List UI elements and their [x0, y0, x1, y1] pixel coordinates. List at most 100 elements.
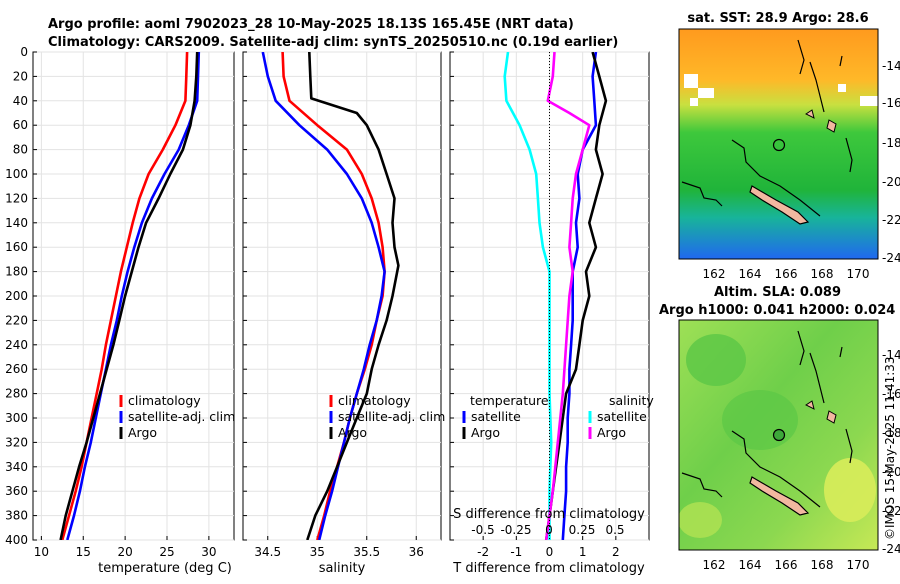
series-line-s-argo: [544, 52, 591, 540]
lon-tick: 168: [811, 558, 834, 572]
sst-map-title: sat. SST: 28.9 Argo: 28.6: [687, 11, 868, 26]
x-tick-label: 34.5: [254, 545, 281, 559]
figure-title-line1: Argo profile: aoml 7902023_28 10-May-202…: [48, 17, 574, 32]
lat-tick: -16: [882, 96, 900, 110]
difference-legend: temperature satellite Argo salinity sate…: [462, 393, 654, 440]
lon-tick: 164: [739, 558, 762, 572]
lon-tick: 162: [703, 558, 726, 572]
legend-label: satellite-adj. clim: [338, 409, 445, 424]
x-tick-label: 10: [34, 545, 49, 559]
series-line-argo: [59, 52, 199, 540]
legend-label: Argo: [471, 425, 500, 440]
reef-contour: [797, 330, 853, 464]
lat-tick: -14: [882, 348, 900, 362]
lon-tick: 166: [775, 267, 798, 281]
lat-tick: -24: [882, 251, 900, 265]
temperature-legend: climatology satellite-adj. clim Argo: [119, 393, 235, 440]
argo-location-marker: [772, 138, 786, 152]
sst-field: [679, 29, 878, 259]
lon-tick: 166: [775, 558, 798, 572]
cloud-mask: [860, 96, 878, 106]
x-tick-label: 30: [201, 545, 216, 559]
imos-credit: ©IMOS 15-May-2025 11:41:33: [883, 356, 897, 540]
salinity-legend: climatology satellite-adj. clim Argo: [329, 393, 445, 440]
x-tick-label: 35.5: [353, 545, 380, 559]
cloud-mask: [838, 84, 846, 92]
lat-tick: -20: [882, 175, 900, 189]
series-line-s-satellite: [503, 52, 553, 540]
x-tick-label: 15: [76, 545, 91, 559]
lat-tick: -20: [882, 465, 900, 479]
sst-map-frame: [678, 28, 879, 260]
series-line-satellite-adj-clim: [66, 52, 201, 540]
temperature-grid: 10 15 20 25 30: [33, 51, 234, 559]
legend-label: Argo: [128, 425, 157, 440]
depth-tick-label: 120: [5, 191, 28, 205]
lat-tick: -18: [882, 426, 900, 440]
s-diff-tick: -0.25: [500, 523, 531, 537]
lat-tick: -22: [882, 504, 900, 518]
sla-low-patch: [722, 390, 798, 450]
depth-tick-label: 220: [5, 313, 28, 327]
reef-contour: [731, 139, 821, 217]
legend-label: climatology: [338, 393, 411, 408]
sla-map: [679, 320, 878, 550]
sla-map-frame: [678, 319, 879, 551]
depth-axis: 0 20 40 60 80 100 120 140 160 180 200 220 240 260 280 3…: [5, 45, 28, 547]
legend-label: satellite: [597, 409, 647, 424]
series-line-t-satellite: [561, 52, 598, 540]
lon-tick: 164: [739, 267, 762, 281]
depth-tick-label: 240: [5, 338, 28, 352]
lon-tick: 162: [703, 267, 726, 281]
sla-low-patch: [686, 334, 746, 386]
figure-title-line2: Climatology: CARS2009. Satellite-adj cli…: [48, 35, 618, 50]
x-tick-label: 1: [579, 545, 587, 559]
x-tick-label: 36: [409, 545, 424, 559]
depth-tick-label: 340: [5, 460, 28, 474]
depth-tick-label: 80: [13, 143, 28, 157]
sla-high-patch: [824, 458, 876, 522]
cloud-mask: [684, 74, 698, 88]
reef-contour: [681, 472, 723, 498]
depth-tick-label: 300: [5, 411, 28, 425]
s-difference-ticks: -0.5 -0.25 0 0.25 0.5: [471, 523, 624, 537]
x-tick-label: 2: [612, 545, 620, 559]
sla-map-title-line1: Altim. SLA: 0.089: [714, 285, 841, 300]
x-tick-label: -1: [510, 545, 522, 559]
new-caledonia-island: [749, 476, 810, 516]
sla-lat-ticks: -14 -16 -18 -20 -22 -24: [882, 348, 900, 556]
difference-series: [503, 52, 608, 540]
lon-tick: 170: [847, 558, 870, 572]
temperature-xlabel: temperature (deg C): [98, 561, 232, 576]
s-diff-tick: -0.5: [471, 523, 494, 537]
lat-tick: -24: [882, 542, 900, 556]
lon-tick: 170: [847, 267, 870, 281]
lat-tick: -14: [882, 59, 900, 73]
sla-high-patch: [679, 502, 722, 538]
reef-contour: [681, 181, 723, 207]
cloud-mask: [690, 98, 698, 106]
depth-tick-label: 380: [5, 509, 28, 523]
salinity-series: [261, 52, 400, 540]
legend-salinity-title: salinity: [609, 393, 654, 408]
x-tick-label: -2: [477, 545, 489, 559]
argo-location-marker: [772, 428, 786, 442]
depth-tick-label: 260: [5, 362, 28, 376]
s-diff-tick: 0.25: [569, 523, 596, 537]
x-tick-label: 25: [159, 545, 174, 559]
depth-tick-label: 60: [13, 118, 28, 132]
depth-tick-label: 320: [5, 435, 28, 449]
depth-tick-label: 200: [5, 289, 28, 303]
legend-label: satellite: [471, 409, 521, 424]
lat-tick: -18: [882, 136, 900, 150]
island: [805, 109, 815, 119]
difference-xlabel: T difference from climatology: [452, 561, 645, 576]
s-diff-tick: 0: [545, 523, 553, 537]
legend-label: satellite-adj. clim: [128, 409, 235, 424]
sla-lon-ticks: 162 164 166 168 170: [703, 558, 870, 572]
depth-tick-label: 160: [5, 240, 28, 254]
sla-map-title-line2: Argo h1000: 0.041 h2000: 0.024: [659, 303, 895, 318]
legend-label: Argo: [597, 425, 626, 440]
temperature-series: [59, 52, 201, 540]
